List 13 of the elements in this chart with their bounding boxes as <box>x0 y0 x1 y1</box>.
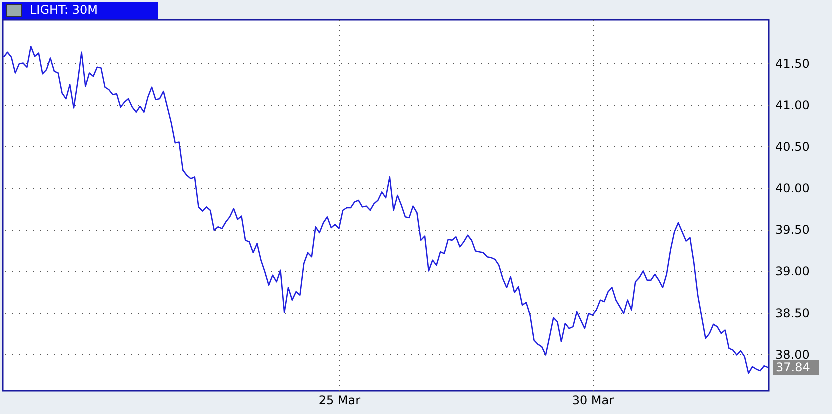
y-tick-label: 38.50 <box>776 306 810 320</box>
y-tick-label: 38.00 <box>776 348 810 362</box>
y-tick-label: 41.50 <box>776 56 810 71</box>
x-tick-label: 30 Mar <box>572 394 614 408</box>
y-tick-label: 39.50 <box>776 223 810 238</box>
y-tick-label: 40.00 <box>776 182 810 196</box>
text: 37.84 <box>776 360 810 375</box>
chart-title: LIGHT: 30M <box>30 2 98 19</box>
y-tick-label: 39.00 <box>776 264 810 279</box>
x-tick-label: 25 Mar <box>318 394 361 408</box>
y-tick-label: 41.00 <box>776 98 810 112</box>
y-tick-label: 40.50 <box>776 140 810 154</box>
line-series <box>3 46 769 374</box>
